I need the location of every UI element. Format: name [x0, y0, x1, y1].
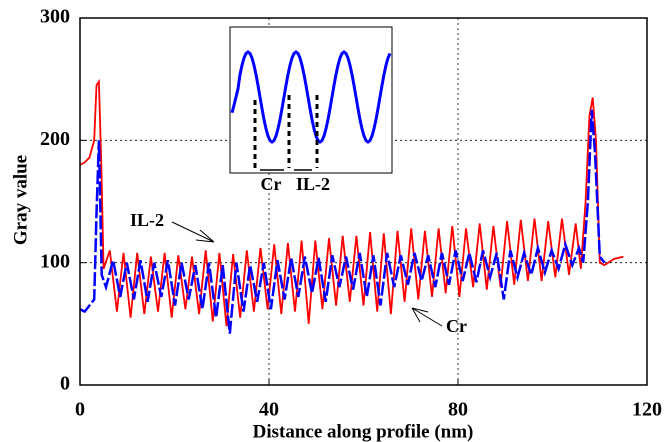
inset-curve: [230, 50, 392, 144]
annotation: IL-2: [130, 210, 164, 230]
series-line: [79, 109, 606, 334]
inset-label: Cr: [261, 174, 282, 194]
inset-label: IL-2: [296, 174, 330, 194]
y-axis-label: Gray value: [10, 155, 31, 245]
y-tick-label: 200: [40, 128, 70, 150]
x-axis-label: Distance along profile (nm): [253, 421, 474, 442]
plot-frame: [79, 17, 648, 386]
y-tick-label: 100: [40, 250, 70, 272]
annotation-arrow: [171, 221, 215, 243]
inset-markers: [253, 95, 319, 168]
inset-frame: [229, 26, 393, 174]
y-tick-label: 300: [40, 6, 70, 28]
annotation-arrow: [411, 307, 443, 327]
series-line: [79, 78, 624, 327]
x-tick-label: 80: [448, 399, 468, 421]
lines: [79, 78, 624, 334]
x-tick-label: 120: [632, 399, 662, 421]
y-tick-label: 0: [60, 373, 70, 395]
x-tick-label: 40: [259, 399, 279, 421]
x-tick-label: 0: [75, 399, 85, 421]
annotation: Cr: [446, 316, 467, 336]
inset: Cr IL-2: [229, 26, 393, 194]
